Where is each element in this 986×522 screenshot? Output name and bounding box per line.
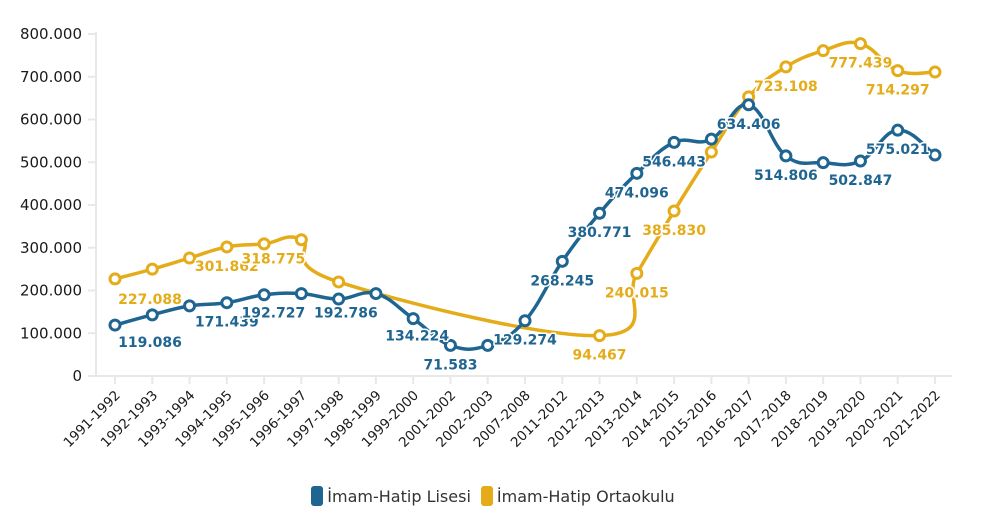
- data-label-ortaokulu: 301.862: [195, 259, 259, 275]
- data-label-lisesi: 502.847: [829, 173, 893, 189]
- data-point-lisesi: [853, 154, 867, 168]
- data-point-lisesi: [667, 135, 681, 149]
- legend-label-ortaokulu: İmam-Hatip Ortaokulu: [496, 486, 675, 506]
- data-point-lisesi: [257, 288, 271, 302]
- legend-swatch-lisesi: [311, 486, 324, 506]
- y-tick-label: 600.000: [20, 111, 82, 129]
- data-point-lisesi: [183, 299, 197, 313]
- data-label-lisesi: 380.771: [568, 225, 632, 241]
- data-point-ortaokulu: [704, 145, 718, 159]
- y-tick-label: 0: [72, 367, 82, 385]
- data-point-ortaokulu: [257, 237, 271, 251]
- data-label-lisesi: 171.439: [195, 315, 259, 331]
- y-tick-label: 300.000: [20, 239, 82, 257]
- legend-swatch-ortaokulu: [480, 486, 493, 506]
- data-label-ortaokulu: 714.297: [866, 83, 930, 99]
- legend-item-imam-hatip-lisesi[interactable]: İmam-Hatip Lisesi: [311, 486, 471, 506]
- data-point-lisesi: [779, 149, 793, 163]
- data-point-ortaokulu: [145, 262, 159, 276]
- legend: İmam-Hatip Lisesi İmam-Hatip Ortaokulu: [0, 486, 986, 506]
- data-point-ortaokulu: [630, 266, 644, 280]
- data-point-ortaokulu: [853, 37, 867, 51]
- data-label-lisesi: 192.727: [241, 306, 305, 322]
- data-point-ortaokulu: [891, 64, 905, 78]
- data-point-lisesi: [443, 338, 457, 352]
- data-label-lisesi: 546.443: [642, 154, 706, 170]
- y-tick-label: 200.000: [20, 282, 82, 300]
- data-label-lisesi: 474.096: [605, 185, 669, 201]
- data-label-ortaokulu: 723.108: [754, 79, 818, 95]
- data-point-lisesi: [555, 254, 569, 268]
- data-point-lisesi: [704, 132, 718, 146]
- y-tick-label: 400.000: [20, 196, 82, 214]
- data-point-lisesi: [742, 98, 756, 112]
- data-point-lisesi: [145, 308, 159, 322]
- data-label-lisesi: 514.806: [754, 168, 818, 184]
- y-tick-label: 700.000: [20, 68, 82, 86]
- data-label-lisesi: 192.786: [314, 306, 378, 322]
- legend-item-imam-hatip-ortaokulu[interactable]: İmam-Hatip Ortaokulu: [480, 486, 675, 506]
- data-point-lisesi: [294, 287, 308, 301]
- data-label-ortaokulu: 385.830: [642, 223, 706, 239]
- data-point-ortaokulu: [294, 233, 308, 247]
- data-label-ortaokulu: 94.467: [573, 348, 627, 364]
- data-label-lisesi: 129.274: [493, 333, 557, 349]
- data-label-lisesi: 634.406: [717, 117, 781, 133]
- data-point-lisesi: [332, 292, 346, 306]
- data-point-lisesi: [928, 148, 942, 162]
- data-label-ortaokulu: 240.015: [605, 285, 669, 301]
- data-point-ortaokulu: [928, 65, 942, 79]
- data-point-lisesi: [108, 318, 122, 332]
- data-point-ortaokulu: [220, 240, 234, 254]
- data-label-lisesi: 134.224: [385, 329, 449, 345]
- y-tick-label: 800.000: [20, 25, 82, 43]
- data-point-ortaokulu: [183, 251, 197, 265]
- series-line-lisesi: [113, 103, 937, 352]
- data-label-lisesi: 119.086: [118, 335, 182, 351]
- data-label-ortaokulu: 318.775: [241, 252, 305, 268]
- data-point-ortaokulu: [779, 60, 793, 74]
- data-point-ortaokulu: [667, 204, 681, 218]
- data-point-lisesi: [816, 156, 830, 170]
- data-label-ortaokulu: 777.439: [829, 56, 893, 72]
- data-label-ortaokulu: 227.088: [118, 292, 182, 308]
- data-point-lisesi: [593, 206, 607, 220]
- data-point-lisesi: [630, 166, 644, 180]
- legend-label-lisesi: İmam-Hatip Lisesi: [327, 486, 471, 506]
- line-chart: 0 100.000 200.000 300.000 400.000 500.000 600.…: [20, 25, 952, 451]
- data-label-lisesi: 268.245: [530, 273, 594, 289]
- y-tick-label: 500.000: [20, 153, 82, 171]
- data-point-lisesi: [220, 296, 234, 310]
- series-points: [108, 37, 942, 352]
- data-point-lisesi: [406, 312, 420, 326]
- data-label-lisesi: 71.583: [423, 357, 477, 373]
- data-point-lisesi: [369, 287, 383, 301]
- data-label-lisesi: 575.021: [866, 142, 930, 158]
- data-point-ortaokulu: [332, 275, 346, 289]
- data-point-lisesi: [481, 338, 495, 352]
- data-point-ortaokulu: [593, 329, 607, 343]
- data-point-lisesi: [518, 314, 532, 328]
- data-point-ortaokulu: [108, 272, 122, 286]
- data-point-ortaokulu: [816, 44, 830, 58]
- data-point-lisesi: [891, 123, 905, 137]
- y-tick-label: 100.000: [20, 324, 82, 342]
